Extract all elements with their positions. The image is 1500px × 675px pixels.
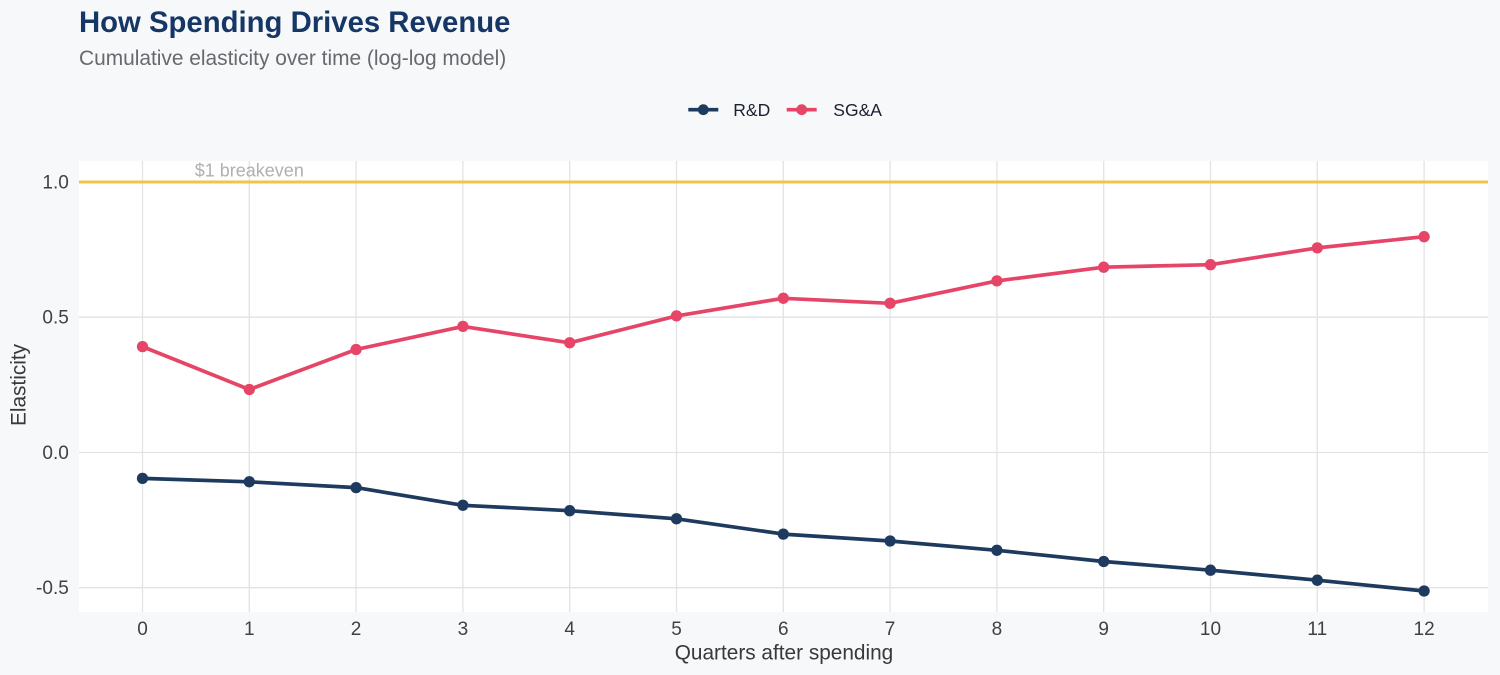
svg-text:Cumulative elasticity over tim: Cumulative elasticity over time (log-log…	[79, 47, 506, 70]
svg-text:R&D: R&D	[733, 100, 770, 120]
svg-text:0.5: 0.5	[42, 308, 68, 329]
svg-text:SG&A: SG&A	[833, 100, 882, 120]
svg-text:3: 3	[458, 619, 469, 640]
svg-text:10: 10	[1200, 619, 1221, 640]
svg-text:2: 2	[351, 619, 362, 640]
svg-text:11: 11	[1307, 619, 1327, 640]
svg-text:0: 0	[137, 619, 148, 640]
svg-text:0.0: 0.0	[42, 443, 68, 464]
svg-text:6: 6	[778, 619, 789, 640]
svg-text:4: 4	[564, 619, 575, 640]
svg-text:7: 7	[885, 619, 896, 640]
svg-text:9: 9	[1098, 619, 1109, 640]
svg-text:$1 breakeven: $1 breakeven	[195, 161, 304, 181]
svg-text:5: 5	[671, 619, 682, 640]
svg-text:1.0: 1.0	[42, 173, 68, 194]
svg-text:1: 1	[244, 619, 255, 640]
svg-text:Elasticity: Elasticity	[8, 343, 31, 426]
svg-text:Quarters after spending: Quarters after spending	[675, 642, 894, 665]
svg-text:How Spending Drives Revenue: How Spending Drives Revenue	[79, 6, 510, 39]
svg-text:12: 12	[1414, 619, 1435, 640]
svg-text:-0.5: -0.5	[36, 578, 69, 599]
svg-text:8: 8	[992, 619, 1003, 640]
